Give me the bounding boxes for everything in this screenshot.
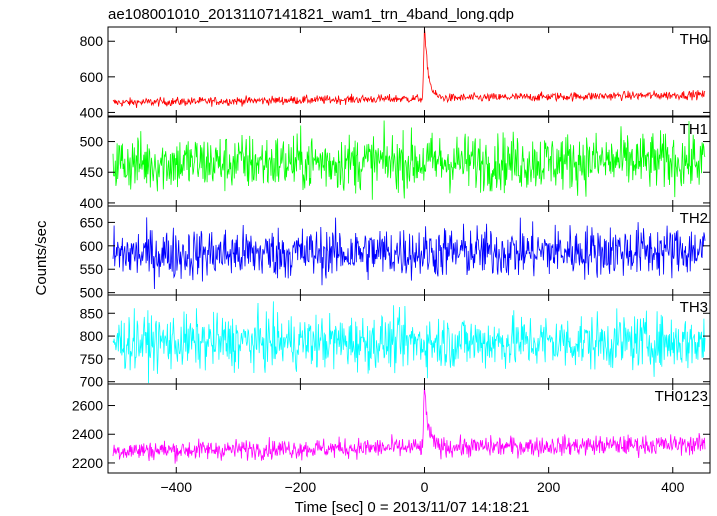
panel-label: TH1 xyxy=(680,121,708,138)
panels: 400 600 800 TH0 400 450 500 TH1 500 550 600 650 TH2 7… xyxy=(72,26,711,495)
panel-frame xyxy=(107,26,711,117)
y-tick-label: 500 xyxy=(80,285,104,301)
panel-th3: 700 750 800 850 TH3 xyxy=(80,294,711,390)
panel-th2: 500 550 600 650 TH2 xyxy=(80,205,711,301)
series-line-th0123 xyxy=(112,386,706,464)
y-tick-label: 800 xyxy=(80,33,104,49)
y-tick-label: 600 xyxy=(80,238,104,254)
y-tick-label: 600 xyxy=(80,69,104,85)
series-line-th0 xyxy=(112,27,706,109)
y-tick-label: 850 xyxy=(80,305,104,321)
series-line-th1 xyxy=(112,120,706,200)
y-tick-label: 800 xyxy=(80,328,104,344)
x-tick-label: 400 xyxy=(661,479,685,495)
chart-title: ae108001010_20131107141821_wam1_trn_4ban… xyxy=(108,6,514,23)
panel-label: TH3 xyxy=(680,299,708,316)
series-line-th2 xyxy=(112,217,706,290)
series-line-th3 xyxy=(112,301,706,384)
y-tick-label: 650 xyxy=(80,214,104,230)
y-tick-label: 700 xyxy=(80,374,104,390)
y-tick-label: 2600 xyxy=(72,398,103,414)
panel-label: TH0 xyxy=(680,31,708,48)
y-tick-label: 400 xyxy=(80,195,104,211)
x-axis-label: Time [sec] 0 = 2013/11/07 14:18:21 xyxy=(295,499,530,516)
y-tick-label: 450 xyxy=(80,164,104,180)
y-axis-label: Counts/sec xyxy=(33,220,50,296)
panel-th0: 400 600 800 TH0 xyxy=(80,26,711,120)
panel-label: TH2 xyxy=(680,210,708,227)
y-tick-label: 550 xyxy=(80,261,104,277)
y-tick-label: 2400 xyxy=(72,426,103,442)
y-tick-label: 2200 xyxy=(72,455,103,471)
panel-label: TH0123 xyxy=(655,388,708,405)
x-tick-label: −200 xyxy=(285,479,317,495)
x-tick-label: 200 xyxy=(537,479,561,495)
y-tick-label: 750 xyxy=(80,351,104,367)
y-tick-label: 400 xyxy=(80,104,104,120)
x-tick-label: −400 xyxy=(160,479,192,495)
panel-th0123: 2200 2400 2600 TH0123 xyxy=(72,383,711,474)
x-tick-label: 0 xyxy=(421,479,429,495)
panel-frame xyxy=(107,383,711,474)
panel-th1: 400 450 500 TH1 xyxy=(80,116,711,211)
y-tick-label: 500 xyxy=(80,134,104,150)
